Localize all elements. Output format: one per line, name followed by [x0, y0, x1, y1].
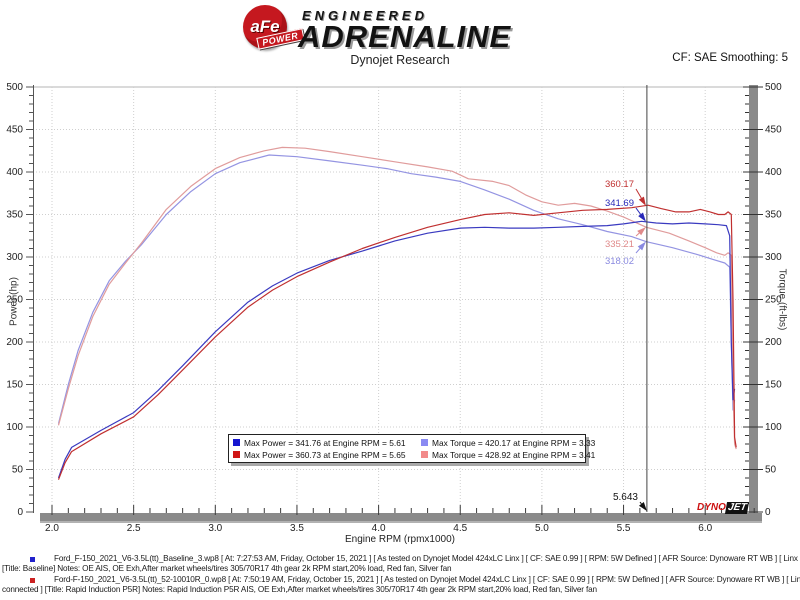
x-tick-label: 2.0: [45, 523, 59, 534]
series-curve-p5r_torque: [57, 146, 737, 450]
legend-item: Max Power = 360.73 at Engine RPM = 5.65: [233, 450, 421, 460]
y-tick-label-left: 250: [6, 295, 23, 306]
legend-swatch-p5r-torque: [421, 451, 428, 458]
run-bullet: [30, 578, 35, 583]
legend-swatch-baseline-power: [233, 439, 240, 446]
callout-arrow-tail: [635, 207, 641, 215]
y-tick-label-right: 150: [765, 380, 782, 391]
y-tick-label-right: 50: [765, 465, 777, 476]
series-curve-p5r_power: [57, 204, 737, 480]
cursor-arrow-head: [639, 502, 647, 511]
left-axis: [26, 85, 34, 513]
rpm-axis-label: Engine RPM (rpmx1000): [344, 534, 456, 545]
right-axis-bar: [749, 85, 758, 520]
callout-arrow-tail: [635, 248, 641, 254]
cursor-callouts: 360.17 341.69 335.21 318.02: [605, 179, 634, 267]
legend-swatch-p5r-power: [233, 451, 240, 458]
y-tick-label-left: 400: [6, 167, 23, 178]
callout-arrow-tail: [635, 188, 642, 199]
legend-item: Max Torque = 420.17 at Engine RPM = 3.33: [421, 438, 595, 448]
run-line: Ford_F-150_2021_V6-3.5L(tt)_Baseline_3.w…: [54, 554, 800, 563]
series-curve-baseline_torque: [57, 154, 736, 424]
x-tick-label: 2.5: [127, 523, 141, 534]
y-tick-label-left: 100: [6, 422, 23, 433]
y-tick-label-left: 350: [6, 210, 23, 221]
dynojet-research-title: Dynojet Research: [350, 53, 450, 67]
run-bullet: [30, 557, 35, 562]
dynojet-logo-jet: JET: [724, 502, 750, 514]
series-curve-baseline_power: [57, 220, 736, 479]
legend-label: Max Torque = 420.17 at Engine RPM = 3.33: [432, 437, 596, 448]
y-tick-label-right: 500: [765, 82, 782, 93]
y-tick-label-right: 0: [765, 507, 771, 518]
y-tick-label-right: 300: [765, 252, 782, 263]
y-tick-label-left: 300: [6, 252, 23, 263]
callout-arrow-head: [638, 212, 646, 222]
cursor-value-label: 5.643: [613, 492, 638, 503]
legend-label: Max Torque = 428.92 at Engine RPM = 3.41: [432, 449, 596, 460]
run-line: connected ] [Title: Rapid Induction P5R]…: [2, 585, 597, 594]
callout-335.21: 335.21: [605, 239, 634, 250]
dynojet-logo: DYNO JET: [697, 502, 750, 514]
y-tick-label-right: 100: [765, 422, 782, 433]
afe-power-logo: aFe POWER: [243, 5, 305, 55]
y-tick-label-right: 400: [765, 167, 782, 178]
y-tick-label-left: 450: [6, 125, 23, 136]
torque-axis-label: Torque (ft-lbs): [776, 268, 788, 331]
callout-arrow-head: [637, 241, 646, 251]
callout-318.02: 318.02: [605, 256, 634, 267]
x-tick-label: 5.0: [535, 523, 549, 534]
x-tick-label: 6.0: [698, 523, 712, 534]
legend-swatch-baseline-torque: [421, 439, 428, 446]
y-tick-label-left: 150: [6, 380, 23, 391]
legend-item: Max Torque = 428.92 at Engine RPM = 3.41: [421, 450, 595, 460]
y-tick-label-left: 500: [6, 82, 23, 93]
x-axis-ticks: [51, 505, 755, 515]
legend-label: Max Power = 341.76 at Engine RPM = 5.61: [244, 437, 406, 448]
adrenaline-text: ADRENALINE: [298, 19, 512, 54]
y-tick-label-right: 200: [765, 337, 782, 348]
smoothing-setting: CF: SAE Smoothing: 5: [672, 52, 788, 64]
x-tick-label: 4.5: [453, 523, 467, 534]
y-tick-label-right: 350: [765, 210, 782, 221]
legend-label: Max Power = 360.73 at Engine RPM = 5.65: [244, 449, 406, 460]
x-tick-label: 3.0: [208, 523, 222, 534]
callout-arrow-head: [637, 227, 646, 236]
dynojet-logo-dyno: DYNO: [697, 502, 726, 513]
x-tick-label: 5.5: [617, 523, 631, 534]
x-tick-label: 4.0: [372, 523, 386, 534]
power-axis-label: Power (hp): [8, 277, 20, 326]
run-line: Ford-F-150_2021_V6-3.5L(tt)_52-10010R_0.…: [54, 575, 800, 584]
callout-360.17: 360.17: [605, 179, 634, 190]
callout-arrow-head: [638, 196, 646, 206]
callout-341.69: 341.69: [605, 198, 634, 209]
cursor-arrow-tail: [639, 501, 642, 505]
run-line: [Title: Baseline] Notes: OE AIS, OE Exh,…: [2, 564, 452, 573]
y-tick-label-left: 0: [17, 507, 23, 518]
legend-item: Max Power = 341.76 at Engine RPM = 5.61: [233, 438, 421, 448]
y-tick-label-left: 200: [6, 337, 23, 348]
callout-arrow-tail: [635, 232, 640, 237]
legend-box: Max Power = 341.76 at Engine RPM = 5.61 …: [228, 434, 595, 463]
tick-labels: 0 0 50 50 100 100 150 150 200 200 250 250 300 300 350 3…: [6, 82, 782, 534]
y-tick-label-right: 450: [765, 125, 782, 136]
y-tick-label-left: 50: [12, 465, 24, 476]
afe-badge-text: aFe: [250, 17, 280, 36]
x-axis-bar: [40, 513, 762, 521]
y-tick-label-right: 250: [765, 295, 782, 306]
engineered-text: ENGINEERED: [302, 8, 428, 23]
header: aFe POWER ENGINEERED ADRENALINE Dynojet …: [0, 0, 800, 80]
right-axis-ticks: [743, 86, 763, 513]
x-tick-label: 3.5: [290, 523, 304, 534]
